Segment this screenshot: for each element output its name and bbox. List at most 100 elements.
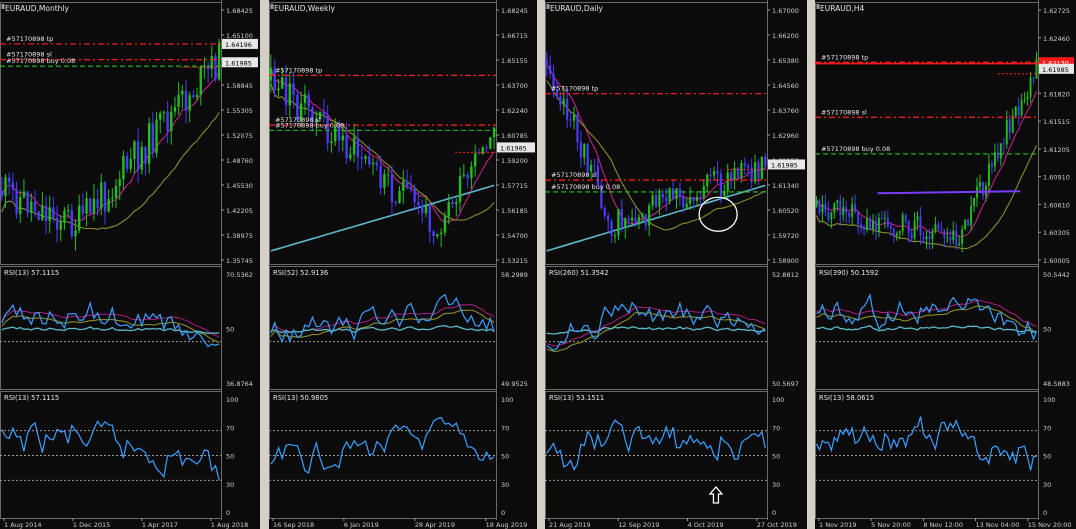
chart-window-monthly[interactable]: #57170898 tp #57170898 sl #57170898 buy 0.… (0, 0, 260, 529)
rsi-tick-label: 0 (772, 509, 776, 517)
price-tick-label: 1.61820 (1043, 90, 1070, 98)
candle-body (181, 90, 184, 95)
price-tick-label: 1.60785 (501, 132, 528, 140)
rsi-tick-label: 30 (772, 481, 780, 489)
rsi-tick-label: 50 (1043, 326, 1051, 334)
candle-body (866, 218, 868, 230)
candle-body (492, 127, 496, 138)
rsi-label: RSI(13) 57.1115 (4, 269, 59, 277)
candle-body (648, 205, 651, 226)
candle-body (315, 119, 318, 123)
candle-body (760, 156, 763, 179)
price-tick-label: 1.65100 (226, 32, 253, 40)
candle-body (572, 114, 576, 121)
candle-body (651, 195, 654, 206)
candle-body (907, 220, 910, 234)
candle-body (37, 211, 40, 220)
candle-body (89, 198, 92, 214)
trend-line[interactable] (877, 190, 1021, 195)
pane-frame (545, 2, 768, 265)
candle-body (364, 156, 367, 159)
window-separator[interactable] (260, 0, 269, 529)
candle-body (940, 228, 943, 230)
candle-body (922, 235, 925, 240)
rsi-label: RSI(390) 50.1592 (819, 269, 879, 277)
tp-label: #57170898 tp (275, 66, 322, 74)
rsi-tick-label: 70 (1043, 424, 1051, 432)
time-tick-label: 15 Nov 20:00 (1028, 521, 1072, 529)
candle-body (949, 237, 952, 241)
rsi-ma-line (816, 305, 1037, 333)
candle-body (830, 213, 833, 220)
candle-body (70, 209, 74, 237)
candle-body (824, 203, 827, 212)
candle-body (736, 167, 740, 178)
window-separator[interactable] (807, 0, 815, 529)
candle-body (928, 236, 931, 240)
rsi-slow-line (546, 326, 766, 335)
price-tick-label: 1.54700 (501, 232, 528, 240)
candle-body (447, 202, 450, 217)
time-tick-label: 6 Jan 2019 (344, 521, 379, 529)
candle-body (733, 167, 736, 180)
candle-body (955, 230, 958, 246)
buy-label: #57170898 buy 0.08 (551, 183, 620, 191)
candle-body (439, 232, 443, 235)
candle-body (436, 234, 439, 237)
rsi-label: RSI(260) 51.3542 (549, 269, 609, 277)
time-tick-label: 21 Aug 2019 (549, 521, 591, 529)
candle-body (1008, 119, 1011, 133)
candle-body (851, 204, 854, 217)
rsi-line (816, 292, 1038, 341)
price-tick-label: 1.65380 (772, 57, 799, 65)
candle-body (919, 215, 922, 236)
rsi-tick-label: 50 (1043, 453, 1051, 461)
chart-svg: #57170898 tp #57170898 sl #57170898 buy 0.… (545, 0, 805, 529)
candle-body (151, 123, 155, 154)
price-tick-label: 1.65155 (501, 57, 528, 65)
candle-body (140, 147, 143, 170)
price-tick-label: 1.48760 (226, 157, 253, 165)
candle-body (910, 233, 913, 239)
candle-body (1026, 96, 1029, 100)
rsi-tick-label: 100 (226, 396, 238, 404)
time-tick-label: 4 Oct 2019 (688, 521, 724, 529)
rsi-tick-label: 50 (226, 453, 234, 461)
ma-slow-line (546, 184, 766, 252)
chart-window-daily[interactable]: #57170898 tp #57170898 sl #57170898 buy 0.… (545, 0, 807, 529)
price-tag (222, 38, 258, 49)
price-tick-label: 1.66200 (772, 32, 799, 40)
chart-window-weekly[interactable]: #57170898 tp #57170898 sl #57170898 buy 0.… (269, 0, 537, 529)
price-tick-label: 1.60520 (772, 207, 799, 215)
sl-label: #57170898 sl (821, 108, 867, 116)
candle-body (1014, 106, 1017, 117)
candle-body (545, 59, 548, 66)
rsi-tick-label: 50.5697 (772, 380, 799, 388)
rsi-tick-label: 50.5442 (1043, 271, 1070, 279)
price-tick-label: 1.60910 (1043, 174, 1070, 182)
candle-body (990, 163, 993, 167)
candle-body (967, 219, 970, 226)
window-separator[interactable] (537, 0, 545, 529)
price-tag-label: 1.61985 (500, 144, 527, 152)
time-tick-label: 1 Apr 2017 (142, 521, 178, 529)
price-tick-label: 1.60610 (1043, 201, 1070, 209)
candle-body (155, 119, 158, 154)
price-tick-label: 1.38975 (226, 232, 253, 240)
candle-body (129, 158, 132, 169)
candle-body (1002, 143, 1005, 145)
candle-body (637, 216, 641, 223)
candle-body (644, 214, 647, 226)
candle-body (712, 171, 716, 176)
chart-window-h4[interactable]: #57170898 tp #57170898 sl #57170898 buy 0.… (815, 0, 1076, 529)
candle-body (26, 191, 29, 213)
candle-body (931, 231, 934, 240)
candle-body (685, 203, 688, 208)
candle-body (1020, 100, 1023, 115)
candle-body (443, 216, 447, 233)
candle-body (999, 143, 1002, 159)
rsi-tick-label: 36.8764 (226, 380, 253, 388)
candle-body (996, 152, 999, 159)
candle-body (627, 218, 630, 221)
rsi-line (1, 420, 220, 481)
